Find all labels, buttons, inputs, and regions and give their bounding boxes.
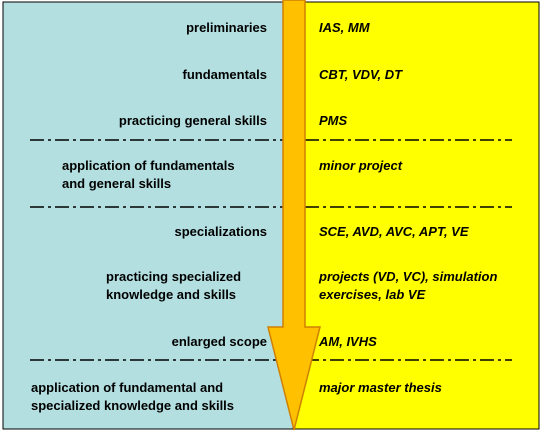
courses-label-application-fundamentals: minor project [319,158,403,173]
stage-label-general-skills: practicing general skills [118,113,267,128]
stage-label-preliminaries: preliminaries [186,20,267,35]
courses-label-fundamentals: CBT, VDV, DT [319,67,403,82]
progress-arrow [267,0,321,431]
stage-label-enlarged-scope: enlarged scope [171,334,267,349]
courses-label-specializations: SCE, AVD, AVC, APT, VE [319,224,469,239]
stage-label-fundamentals: fundamentals [182,67,267,82]
stage-label-application-fundamentals: application of fundamentals and general … [62,158,235,191]
stage-label-specializations: specializations [174,224,267,239]
left-panel [2,1,294,430]
courses-label-preliminaries: IAS, MM [319,20,370,35]
stage-label-specialized-skills: practicing specialized knowledge and ski… [106,269,242,302]
courses-label-enlarged-scope: AM, IVHS [319,334,377,349]
courses-label-general-skills: PMS [319,113,348,128]
courses-label-master-application: major master thesis [319,380,442,395]
courses-label-specialized-skills: projects (VD, VC), simulation exercises,… [319,269,498,302]
right-panel [292,1,540,430]
stage-label-master-application: application of fundamental and specializ… [31,380,235,413]
